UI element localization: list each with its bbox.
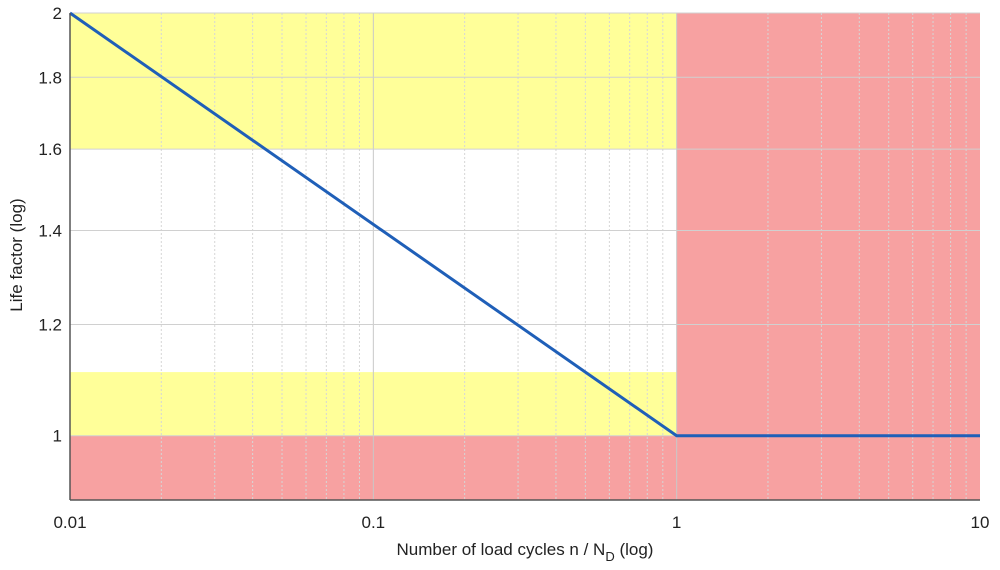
- y-tick-label: 1.2: [38, 316, 62, 335]
- y-tick-label: 1: [53, 427, 62, 446]
- y-tick-label: 1.8: [38, 68, 62, 87]
- tick-labels: 0.01 0.1 1 10 1 1.2 1.4 1.6 1.8 2: [38, 4, 989, 532]
- region-3: [676, 13, 980, 500]
- x-tick-label: 0.1: [362, 513, 386, 532]
- x-tick-label: 10: [971, 513, 990, 532]
- y-tick-label: 1.4: [38, 222, 62, 241]
- x-tick-label: 0.01: [53, 513, 86, 532]
- x-axis-title: Number of load cycles n / ND (log): [397, 540, 654, 564]
- y-tick-label: 1.6: [38, 140, 62, 159]
- x-tick-label: 1: [672, 513, 681, 532]
- y-axis-title: Life factor (log): [7, 198, 26, 311]
- shaded-regions: [70, 13, 980, 500]
- axes: [69, 13, 980, 501]
- y-tick-label: 2: [53, 4, 62, 23]
